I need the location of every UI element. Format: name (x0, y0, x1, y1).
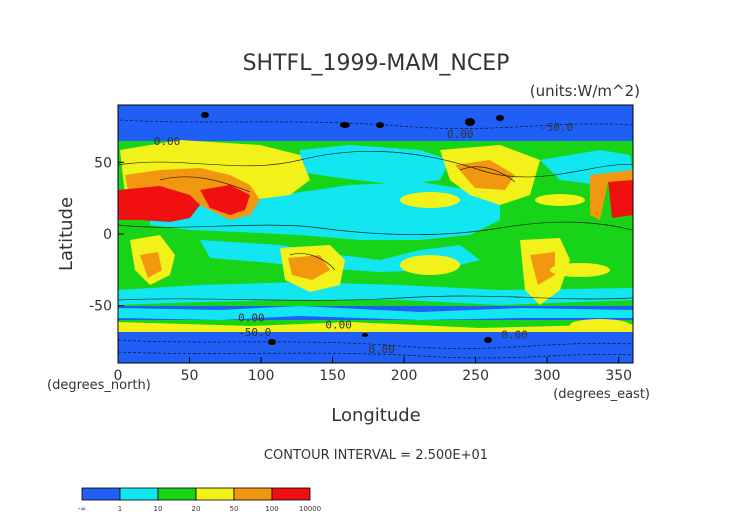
y-unit-label: (degrees_north) (47, 378, 151, 393)
x-tick-label: 350 (605, 368, 632, 384)
colorbar: -∞ 1 10 20 50 100 10000 (78, 487, 321, 513)
x-unit-label: (degrees_east) (553, 387, 650, 402)
colorbar-swatch (81, 487, 121, 501)
y-axis: 50 0 -50 (89, 155, 124, 315)
contour-interval-label: CONTOUR INTERVAL = 2.500E+01 (264, 448, 488, 463)
x-axis-label: Longitude (331, 405, 421, 426)
colorbar-label: 50 (230, 505, 239, 513)
x-tick-label: 0 (114, 368, 123, 384)
chart-title: SHTFL_1999-MAM_NCEP (243, 51, 510, 76)
y-tick-label: -50 (89, 299, 112, 315)
colorbar-label: 20 (192, 505, 201, 513)
colorbar-swatch (195, 487, 235, 501)
contour-value-label: 0.00 (501, 329, 528, 342)
colorbar-label: -∞ (78, 505, 86, 513)
y-axis-label: Latitude (56, 197, 77, 271)
colorbar-swatch (157, 487, 197, 501)
x-tick-label: 50 (181, 368, 199, 384)
x-tick-label: 300 (534, 368, 561, 384)
colorbar-label: 1 (118, 505, 122, 513)
y-tick-label: 50 (94, 155, 112, 171)
map-plot-area: 0.00 0.00 -50.0 0.00 0.00 -50.0 0.00 0.00 (118, 105, 633, 363)
x-tick-label: 100 (248, 368, 275, 384)
contour-value-label: 0.00 (368, 343, 395, 356)
contour-value-label: 0.00 (325, 319, 352, 332)
contour-value-label: 0.00 (447, 128, 474, 141)
x-tick-label: 250 (462, 368, 489, 384)
x-tick-label: 200 (391, 368, 418, 384)
y-tick-label: 0 (103, 227, 112, 243)
contour-value-label: 0.00 (154, 135, 181, 148)
colorbar-label: 100 (265, 505, 278, 513)
units-label: (units:W/m^2) (530, 82, 640, 100)
colorbar-swatch (271, 487, 311, 501)
colorbar-swatch (119, 487, 159, 501)
colorbar-label: 10000 (299, 505, 321, 513)
x-axis: 0 50 100 150 200 250 300 350 (114, 357, 632, 384)
contour-value-label: 0.00 (238, 311, 265, 324)
colorbar-swatch (233, 487, 273, 501)
colorbar-label: 10 (154, 505, 163, 513)
x-tick-label: 150 (319, 368, 346, 384)
contour-value-label: -50.0 (238, 326, 271, 339)
contour-value-label: -50.0 (540, 121, 573, 134)
